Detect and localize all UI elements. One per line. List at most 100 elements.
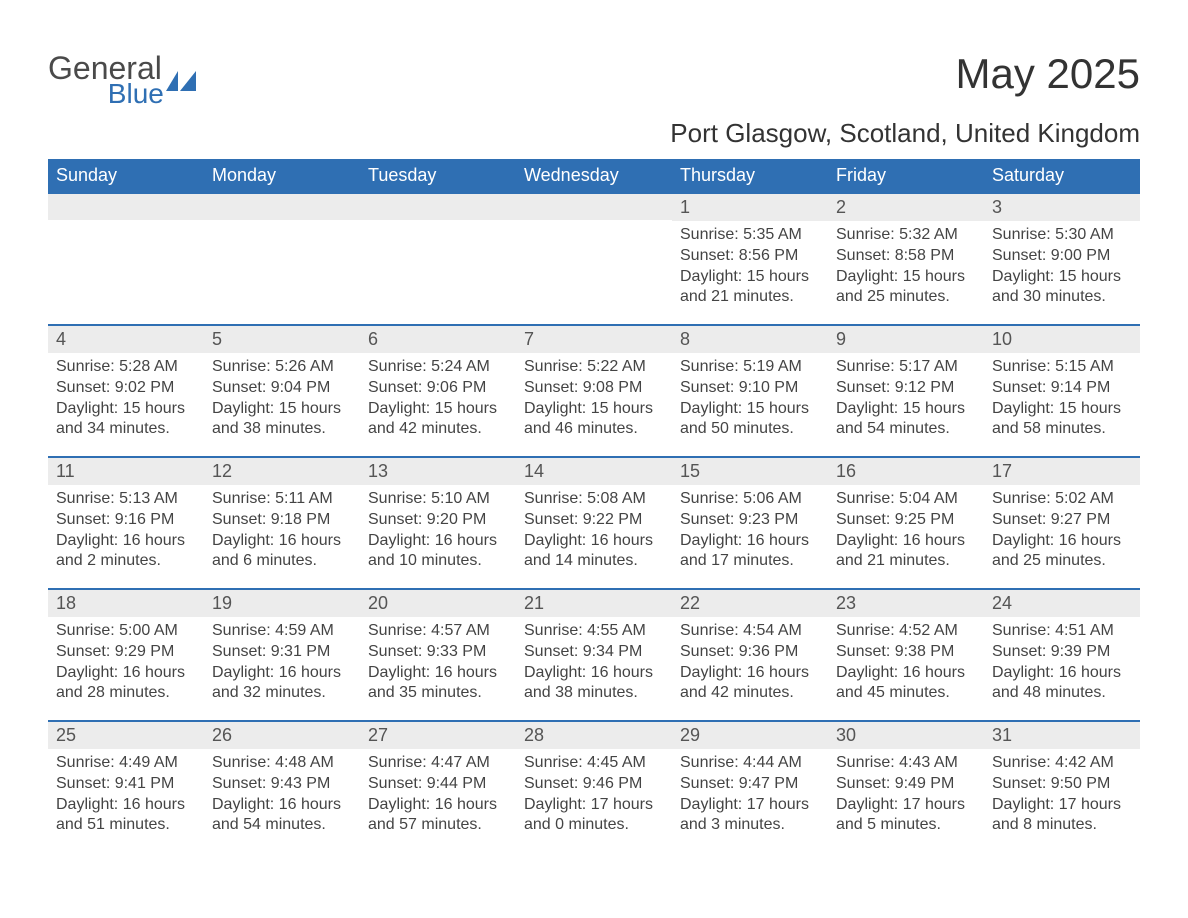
day-number: 29 bbox=[672, 720, 828, 749]
day-details: Sunrise: 5:15 AMSunset: 9:14 PMDaylight:… bbox=[984, 353, 1140, 446]
sunset-line: Sunset: 9:34 PM bbox=[524, 642, 664, 663]
daylight-line: Daylight: 15 hours and 25 minutes. bbox=[836, 267, 976, 309]
daylight-line: Daylight: 16 hours and 17 minutes. bbox=[680, 531, 820, 573]
sunset-line: Sunset: 9:41 PM bbox=[56, 774, 196, 795]
day-details: Sunrise: 4:59 AMSunset: 9:31 PMDaylight:… bbox=[204, 617, 360, 710]
sunset-line: Sunset: 9:06 PM bbox=[368, 378, 508, 399]
day-number: 5 bbox=[204, 324, 360, 353]
calendar-day-cell: 25Sunrise: 4:49 AMSunset: 9:41 PMDayligh… bbox=[48, 720, 204, 852]
logo: General Blue bbox=[48, 50, 198, 110]
calendar-day-cell bbox=[48, 192, 204, 324]
day-details: Sunrise: 5:24 AMSunset: 9:06 PMDaylight:… bbox=[360, 353, 516, 446]
day-details: Sunrise: 5:02 AMSunset: 9:27 PMDaylight:… bbox=[984, 485, 1140, 578]
calendar-header: SundayMondayTuesdayWednesdayThursdayFrid… bbox=[48, 159, 1140, 192]
calendar-week-row: 11Sunrise: 5:13 AMSunset: 9:16 PMDayligh… bbox=[48, 456, 1140, 588]
weekday-header: Saturday bbox=[984, 159, 1140, 192]
sunrise-line: Sunrise: 5:00 AM bbox=[56, 621, 196, 642]
day-number: 17 bbox=[984, 456, 1140, 485]
calendar-day-cell: 18Sunrise: 5:00 AMSunset: 9:29 PMDayligh… bbox=[48, 588, 204, 720]
day-number: 28 bbox=[516, 720, 672, 749]
sunrise-line: Sunrise: 4:52 AM bbox=[836, 621, 976, 642]
weekday-header: Monday bbox=[204, 159, 360, 192]
calendar-day-cell: 8Sunrise: 5:19 AMSunset: 9:10 PMDaylight… bbox=[672, 324, 828, 456]
daylight-line: Daylight: 16 hours and 51 minutes. bbox=[56, 795, 196, 837]
calendar-day-cell: 31Sunrise: 4:42 AMSunset: 9:50 PMDayligh… bbox=[984, 720, 1140, 852]
calendar-week-row: 4Sunrise: 5:28 AMSunset: 9:02 PMDaylight… bbox=[48, 324, 1140, 456]
calendar-day-cell: 29Sunrise: 4:44 AMSunset: 9:47 PMDayligh… bbox=[672, 720, 828, 852]
daylight-line: Daylight: 15 hours and 30 minutes. bbox=[992, 267, 1132, 309]
sunrise-line: Sunrise: 5:17 AM bbox=[836, 357, 976, 378]
sunrise-line: Sunrise: 4:45 AM bbox=[524, 753, 664, 774]
day-details: Sunrise: 4:44 AMSunset: 9:47 PMDaylight:… bbox=[672, 749, 828, 842]
sunrise-line: Sunrise: 4:51 AM bbox=[992, 621, 1132, 642]
sunrise-line: Sunrise: 4:54 AM bbox=[680, 621, 820, 642]
day-number: 26 bbox=[204, 720, 360, 749]
calendar-day-cell: 19Sunrise: 4:59 AMSunset: 9:31 PMDayligh… bbox=[204, 588, 360, 720]
calendar-day-cell: 6Sunrise: 5:24 AMSunset: 9:06 PMDaylight… bbox=[360, 324, 516, 456]
day-details: Sunrise: 4:45 AMSunset: 9:46 PMDaylight:… bbox=[516, 749, 672, 842]
calendar-week-row: 18Sunrise: 5:00 AMSunset: 9:29 PMDayligh… bbox=[48, 588, 1140, 720]
day-details: Sunrise: 5:32 AMSunset: 8:58 PMDaylight:… bbox=[828, 221, 984, 314]
day-number: 20 bbox=[360, 588, 516, 617]
sunset-line: Sunset: 9:27 PM bbox=[992, 510, 1132, 531]
sunrise-line: Sunrise: 4:59 AM bbox=[212, 621, 352, 642]
sunset-line: Sunset: 9:14 PM bbox=[992, 378, 1132, 399]
day-details: Sunrise: 5:17 AMSunset: 9:12 PMDaylight:… bbox=[828, 353, 984, 446]
calendar-week-row: 25Sunrise: 4:49 AMSunset: 9:41 PMDayligh… bbox=[48, 720, 1140, 852]
day-number: 3 bbox=[984, 192, 1140, 221]
sunset-line: Sunset: 9:36 PM bbox=[680, 642, 820, 663]
day-details: Sunrise: 5:30 AMSunset: 9:00 PMDaylight:… bbox=[984, 221, 1140, 314]
calendar-day-cell: 17Sunrise: 5:02 AMSunset: 9:27 PMDayligh… bbox=[984, 456, 1140, 588]
weekday-header: Sunday bbox=[48, 159, 204, 192]
calendar-day-cell: 1Sunrise: 5:35 AMSunset: 8:56 PMDaylight… bbox=[672, 192, 828, 324]
day-details: Sunrise: 5:35 AMSunset: 8:56 PMDaylight:… bbox=[672, 221, 828, 314]
day-details: Sunrise: 4:57 AMSunset: 9:33 PMDaylight:… bbox=[360, 617, 516, 710]
sunset-line: Sunset: 8:58 PM bbox=[836, 246, 976, 267]
daylight-line: Daylight: 16 hours and 28 minutes. bbox=[56, 663, 196, 705]
day-number: 31 bbox=[984, 720, 1140, 749]
day-number: 22 bbox=[672, 588, 828, 617]
day-number: 4 bbox=[48, 324, 204, 353]
calendar-day-cell: 14Sunrise: 5:08 AMSunset: 9:22 PMDayligh… bbox=[516, 456, 672, 588]
daylight-line: Daylight: 16 hours and 32 minutes. bbox=[212, 663, 352, 705]
daylight-line: Daylight: 16 hours and 45 minutes. bbox=[836, 663, 976, 705]
calendar-day-cell: 24Sunrise: 4:51 AMSunset: 9:39 PMDayligh… bbox=[984, 588, 1140, 720]
location-subtitle: Port Glasgow, Scotland, United Kingdom bbox=[48, 118, 1140, 149]
sunset-line: Sunset: 9:31 PM bbox=[212, 642, 352, 663]
sunrise-line: Sunrise: 4:42 AM bbox=[992, 753, 1132, 774]
sunrise-line: Sunrise: 5:13 AM bbox=[56, 489, 196, 510]
calendar-week-row: 1Sunrise: 5:35 AMSunset: 8:56 PMDaylight… bbox=[48, 192, 1140, 324]
day-number: 9 bbox=[828, 324, 984, 353]
daylight-line: Daylight: 16 hours and 38 minutes. bbox=[524, 663, 664, 705]
sunset-line: Sunset: 9:02 PM bbox=[56, 378, 196, 399]
daylight-line: Daylight: 16 hours and 25 minutes. bbox=[992, 531, 1132, 573]
calendar-day-cell: 21Sunrise: 4:55 AMSunset: 9:34 PMDayligh… bbox=[516, 588, 672, 720]
sunset-line: Sunset: 9:33 PM bbox=[368, 642, 508, 663]
day-details: Sunrise: 4:51 AMSunset: 9:39 PMDaylight:… bbox=[984, 617, 1140, 710]
sunset-line: Sunset: 9:08 PM bbox=[524, 378, 664, 399]
sunrise-line: Sunrise: 5:02 AM bbox=[992, 489, 1132, 510]
day-details: Sunrise: 4:52 AMSunset: 9:38 PMDaylight:… bbox=[828, 617, 984, 710]
day-details: Sunrise: 4:55 AMSunset: 9:34 PMDaylight:… bbox=[516, 617, 672, 710]
daylight-line: Daylight: 16 hours and 35 minutes. bbox=[368, 663, 508, 705]
daylight-line: Daylight: 16 hours and 57 minutes. bbox=[368, 795, 508, 837]
weekday-header: Tuesday bbox=[360, 159, 516, 192]
day-details: Sunrise: 5:19 AMSunset: 9:10 PMDaylight:… bbox=[672, 353, 828, 446]
weekday-header: Wednesday bbox=[516, 159, 672, 192]
day-number: 19 bbox=[204, 588, 360, 617]
day-number: 25 bbox=[48, 720, 204, 749]
empty-day-body bbox=[48, 220, 204, 310]
calendar-day-cell: 10Sunrise: 5:15 AMSunset: 9:14 PMDayligh… bbox=[984, 324, 1140, 456]
sunrise-line: Sunrise: 5:26 AM bbox=[212, 357, 352, 378]
daylight-line: Daylight: 17 hours and 0 minutes. bbox=[524, 795, 664, 837]
calendar-day-cell: 5Sunrise: 5:26 AMSunset: 9:04 PMDaylight… bbox=[204, 324, 360, 456]
day-number: 15 bbox=[672, 456, 828, 485]
sunrise-line: Sunrise: 5:28 AM bbox=[56, 357, 196, 378]
calendar-day-cell: 23Sunrise: 4:52 AMSunset: 9:38 PMDayligh… bbox=[828, 588, 984, 720]
weekday-header: Thursday bbox=[672, 159, 828, 192]
sunrise-line: Sunrise: 5:06 AM bbox=[680, 489, 820, 510]
calendar-body: 1Sunrise: 5:35 AMSunset: 8:56 PMDaylight… bbox=[48, 192, 1140, 852]
day-details: Sunrise: 5:08 AMSunset: 9:22 PMDaylight:… bbox=[516, 485, 672, 578]
sunset-line: Sunset: 9:47 PM bbox=[680, 774, 820, 795]
day-number: 10 bbox=[984, 324, 1140, 353]
